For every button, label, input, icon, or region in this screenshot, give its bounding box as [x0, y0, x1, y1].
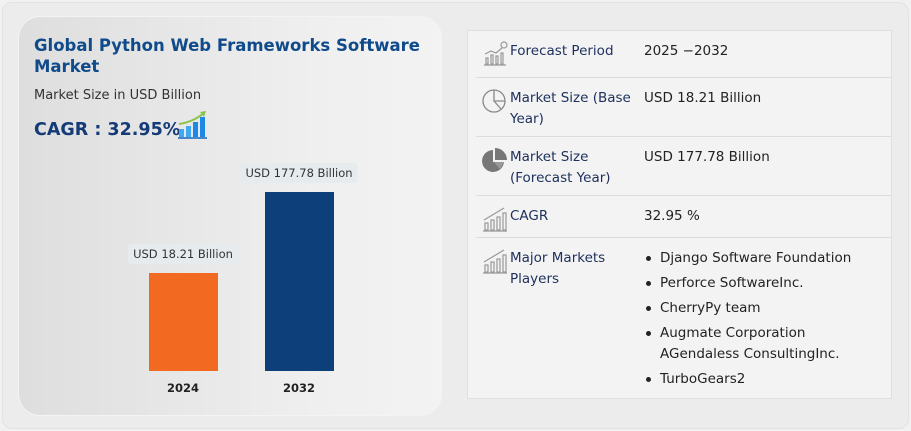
row-label: Market Size (Base Year) [510, 90, 631, 127]
list-item: Perforce SoftwareInc. [644, 273, 859, 294]
list-item: Augmate Corporation AGendaless Consultin… [644, 323, 859, 365]
row-label: Major Markets Players [510, 250, 606, 287]
row-label: Market Size (Forecast Year) [510, 149, 611, 186]
cagr-text: CAGR : 32.95% [34, 120, 181, 140]
list-item: Django Software Foundation [644, 248, 859, 269]
subtitle: Market Size in USD Billion [34, 88, 202, 103]
row-label: CAGR [510, 208, 549, 224]
page-title: Global Python Web Frameworks Software Ma… [34, 36, 420, 76]
data-label: USD 177.78 Billion [240, 163, 358, 183]
growth-chart-icon [483, 207, 507, 232]
table-row-forecast-period: Forecast Period 2025 −2032 [476, 31, 891, 78]
growth-chart-icon [178, 111, 207, 139]
data-label: USD 18.21 Billion [128, 243, 238, 264]
table-row-forecast-year: Market Size (Forecast Year) USD 177.78 B… [476, 137, 891, 196]
pie-filled-icon [482, 148, 507, 172]
row-value: 2025 −2032 [644, 43, 729, 59]
table-row-cagr: CAGR 32.95 % [476, 196, 891, 238]
table-row-players: Major Markets Players Django Software Fo… [476, 238, 891, 398]
info-table: Forecast Period 2025 −2032 Market Size (… [467, 30, 892, 399]
players-list: Django Software Foundation Perforce Soft… [644, 248, 859, 394]
growth-chart-icon [483, 249, 507, 274]
row-value: 32.95 % [644, 208, 700, 224]
list-item: CherryPy team [644, 298, 859, 319]
row-value: USD 177.78 Billion [644, 149, 770, 165]
row-value: USD 18.21 Billion [644, 90, 762, 106]
row-label: Forecast Period [510, 43, 614, 59]
x-tick-label: 2024 [166, 381, 200, 395]
pie-outline-icon [482, 89, 506, 113]
chart-card [18, 16, 442, 416]
list-item: TurboGears2 [644, 369, 859, 390]
bar-2032 [264, 192, 334, 371]
x-tick-label: 2032 [282, 381, 316, 395]
table-row-base-year: Market Size (Base Year) USD 18.21 Billio… [476, 78, 891, 137]
bar-2024 [148, 272, 218, 371]
forecast-chart-icon [484, 41, 508, 66]
